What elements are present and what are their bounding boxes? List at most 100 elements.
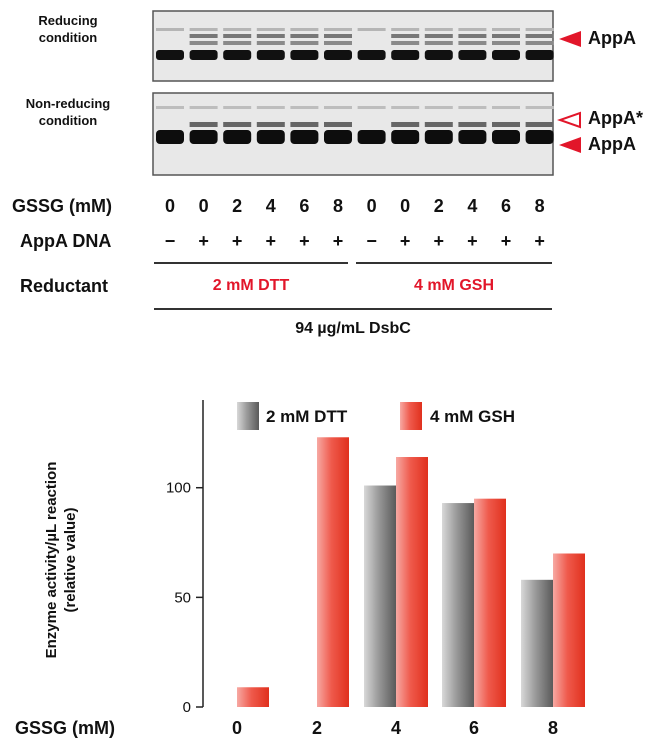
- bar-gsh-8: [553, 553, 585, 707]
- gssg-value-8: 2: [433, 196, 444, 216]
- appa-arrow-icon: [559, 31, 581, 47]
- legend-label-gsh: 4 mM GSH: [430, 407, 515, 426]
- gel-band-appa: [525, 34, 554, 38]
- gel-band-main: [189, 50, 218, 60]
- gel-band-main: [256, 130, 285, 144]
- legend-label-dtt: 2 mM DTT: [266, 407, 348, 426]
- bar-gsh-0: [237, 687, 269, 707]
- gel-band-main: [391, 50, 420, 60]
- gel-band-main: [324, 50, 352, 60]
- reductant-dtt-label: 2 mM DTT: [212, 277, 290, 294]
- gel-band-main: [424, 130, 453, 144]
- gel-band-main: [525, 50, 554, 60]
- x-tick-label-4: 4: [390, 718, 401, 738]
- appa-dna-value-1: +: [198, 231, 209, 251]
- gssg-value-0: 0: [164, 196, 175, 216]
- gel-band-main: [290, 130, 319, 144]
- bar-dtt-8: [521, 579, 553, 707]
- bar-chart: 0 50 100 2 mM DTT 4 mM GSH: [166, 400, 585, 716]
- gel-band-appa-star: [324, 122, 352, 127]
- y-tick-label: 100: [166, 480, 191, 497]
- appa-dna-value-4: +: [299, 231, 310, 251]
- gel-band-appa: [492, 34, 520, 38]
- gel-band-appa: [290, 34, 319, 38]
- gel-band-main: [223, 50, 252, 60]
- gel-band-appa-star: [223, 122, 252, 127]
- gel-band-appa: [324, 34, 352, 38]
- gssg-value-9: 4: [467, 196, 478, 216]
- appa-label-reducing: AppA: [588, 28, 636, 48]
- appa-dna-value-8: +: [433, 231, 445, 251]
- gel-band-main: [189, 130, 218, 144]
- appa-dna-row-label: AppA DNA: [20, 231, 112, 251]
- appa-dna-value-6: −: [366, 231, 377, 251]
- x-tick-label-8: 8: [547, 718, 558, 738]
- appa-dna-value-7: +: [399, 231, 411, 251]
- dsbc-label: 94 µg/mL DsbC: [295, 320, 411, 337]
- gel-band-main: [458, 50, 487, 60]
- gel-band-appa-star: [458, 122, 487, 127]
- appa-dna-value-5: +: [332, 231, 344, 251]
- gssg-value-11: 8: [534, 196, 545, 216]
- gssg-value-3: 4: [265, 196, 276, 216]
- gssg-value-4: 6: [299, 196, 310, 216]
- gel-band-main: [290, 50, 319, 60]
- appa-star-arrow-icon: [557, 111, 581, 129]
- gel-band-main: [357, 130, 386, 144]
- gssg-value-1: 0: [198, 196, 209, 216]
- legend-swatch-gsh: [400, 402, 422, 430]
- gel-band-appa: [424, 34, 453, 38]
- appa-arrow-icon-2: [559, 137, 581, 153]
- gel-band-appa: [458, 34, 487, 38]
- gel-band-main: [458, 130, 487, 144]
- bar-gsh-2: [317, 437, 349, 707]
- appa-dna-value-9: +: [467, 231, 478, 251]
- gel-band-main: [256, 50, 285, 60]
- gel-band-appa-star: [391, 122, 420, 127]
- y-tick-label: 0: [183, 699, 191, 716]
- appa-dna-value-11: +: [534, 231, 545, 251]
- appa-star-label: AppA*: [588, 108, 643, 128]
- gel-band-appa: [256, 34, 285, 38]
- x-tick-label-6: 6: [468, 718, 479, 738]
- bar-dtt-4: [364, 485, 396, 707]
- reductant-row-label: Reductant: [20, 276, 109, 296]
- reductant-bracket-right: [356, 262, 552, 264]
- gssg-row-label: GSSG (mM): [12, 196, 113, 216]
- gel-band-main: [156, 50, 184, 60]
- gel-band-main: [424, 50, 453, 60]
- gel-band-appa-star: [492, 122, 520, 127]
- bar-dtt-6: [442, 503, 474, 707]
- x-axis-title: GSSG (mM): [15, 718, 116, 738]
- y-tick-label: 50: [174, 589, 191, 606]
- gssg-value-7: 0: [400, 196, 411, 216]
- gel-band-appa-star: [189, 122, 218, 127]
- reductant-bracket-left: [154, 262, 348, 264]
- gel-band-main: [223, 130, 252, 144]
- gel-band-main: [492, 130, 520, 144]
- gel-band-main: [156, 130, 184, 144]
- appa-dna-value-2: +: [231, 231, 243, 251]
- gel-band-main: [492, 50, 520, 60]
- bar-gsh-4: [396, 457, 428, 707]
- dsbc-bracket: [154, 308, 552, 310]
- bar-gsh-6: [474, 498, 506, 707]
- gel-band-appa-star: [290, 122, 319, 127]
- gel-image-reducing: [152, 10, 554, 82]
- appa-label-nonreducing: AppA: [588, 134, 636, 154]
- gssg-value-2: 2: [232, 196, 243, 216]
- appa-dna-value-10: +: [500, 231, 512, 251]
- gel-band-appa-star: [424, 122, 453, 127]
- appa-dna-value-3: +: [265, 231, 277, 251]
- gel-band-appa-star: [525, 122, 554, 127]
- gel-image-nonreducing: [152, 92, 554, 176]
- gssg-value-5: 8: [332, 196, 343, 216]
- reductant-gsh-label: 4 mM GSH: [413, 277, 494, 294]
- gel-band-appa-star: [256, 122, 285, 127]
- gel-band-appa: [189, 34, 218, 38]
- gel-band-main: [525, 130, 554, 144]
- nonreducing-condition-label: Non-reducing condition: [25, 96, 111, 128]
- x-tick-label-0: 0: [231, 718, 242, 738]
- gel-band-main: [357, 50, 386, 60]
- gel-band-appa: [223, 34, 252, 38]
